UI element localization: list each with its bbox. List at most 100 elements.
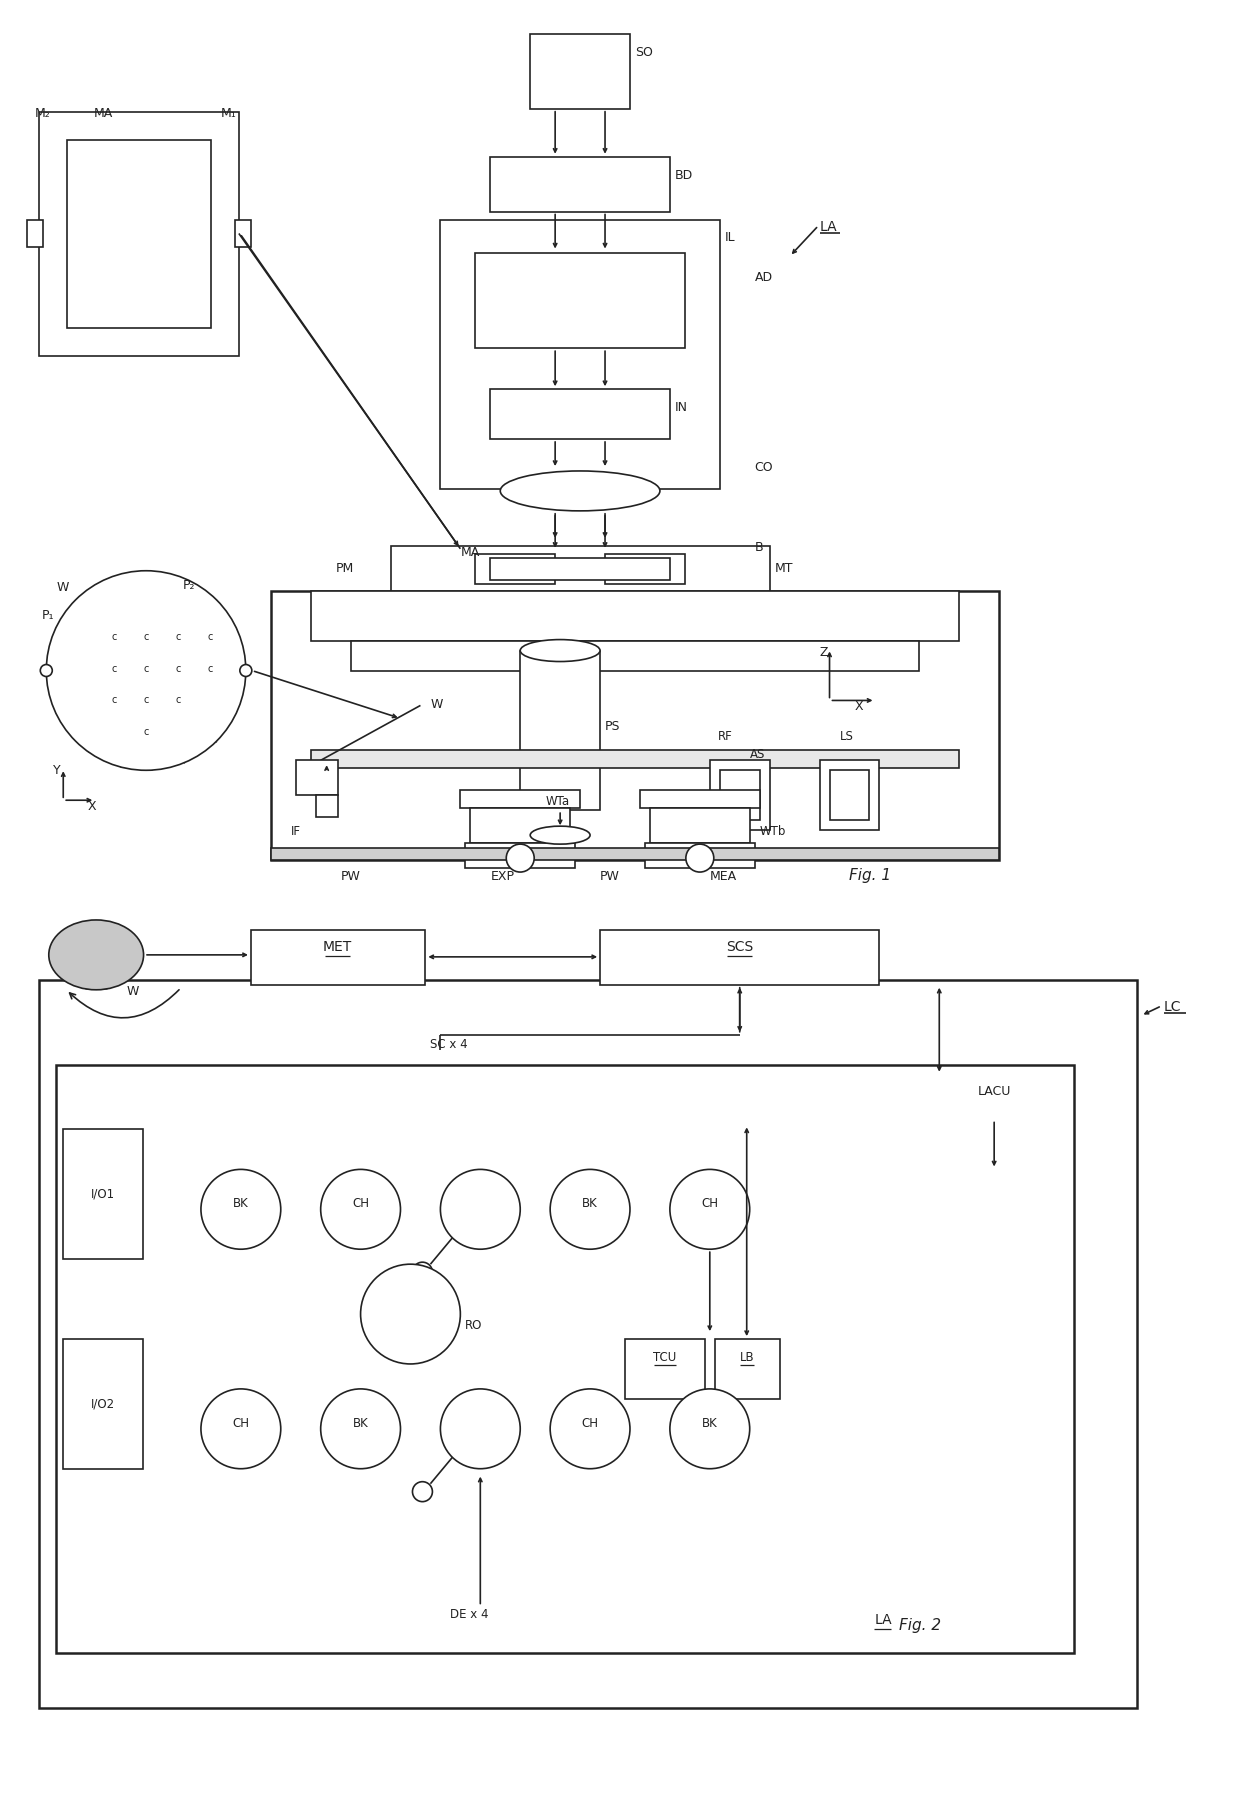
Text: c: c	[175, 663, 181, 674]
Text: X: X	[87, 801, 95, 814]
Bar	[490, 559, 670, 580]
Bar	[311, 591, 960, 641]
Ellipse shape	[48, 920, 144, 990]
Circle shape	[413, 1482, 433, 1501]
Text: MT: MT	[775, 562, 794, 575]
Text: IL: IL	[724, 232, 735, 244]
Bar	[719, 770, 760, 821]
Text: Z: Z	[820, 645, 828, 659]
Text: LC: LC	[1164, 1000, 1182, 1013]
Bar	[67, 140, 211, 329]
Text: LACU: LACU	[977, 1085, 1011, 1097]
Text: AD: AD	[755, 271, 773, 284]
Text: PS: PS	[605, 720, 620, 733]
Bar	[600, 930, 879, 984]
Text: I/O1: I/O1	[91, 1187, 115, 1202]
Text: M₁: M₁	[221, 106, 237, 120]
Bar	[939, 1074, 1049, 1119]
Circle shape	[686, 844, 714, 873]
Text: BK: BK	[352, 1417, 368, 1430]
Text: CH: CH	[352, 1198, 370, 1211]
Circle shape	[670, 1388, 750, 1469]
Text: Fig. 2: Fig. 2	[899, 1618, 941, 1633]
Bar	[40, 981, 1137, 1708]
Circle shape	[551, 1388, 630, 1469]
Bar	[234, 219, 250, 248]
Text: LS: LS	[839, 731, 853, 744]
Bar	[475, 553, 556, 584]
Text: IF: IF	[290, 824, 301, 839]
Text: BK: BK	[233, 1198, 249, 1211]
Bar	[640, 790, 760, 808]
Bar	[460, 790, 580, 808]
Bar	[63, 1130, 143, 1259]
Circle shape	[321, 1388, 401, 1469]
Text: W: W	[126, 984, 139, 999]
Ellipse shape	[521, 639, 600, 661]
Bar	[56, 1065, 1074, 1654]
Text: PW: PW	[600, 869, 620, 884]
Text: SO: SO	[635, 47, 652, 59]
Text: W: W	[56, 580, 68, 594]
Text: WTa: WTa	[546, 796, 569, 808]
Text: c: c	[144, 632, 149, 641]
Text: LB: LB	[739, 1351, 754, 1363]
Text: BD: BD	[675, 169, 693, 181]
Text: c: c	[207, 632, 212, 641]
Circle shape	[46, 571, 246, 770]
Bar	[521, 650, 600, 810]
Text: c: c	[112, 695, 117, 706]
Bar	[714, 1340, 780, 1399]
Bar	[490, 390, 670, 438]
Text: TCU: TCU	[653, 1351, 677, 1363]
Ellipse shape	[531, 826, 590, 844]
Text: W: W	[430, 699, 443, 711]
Ellipse shape	[500, 471, 660, 510]
Bar	[391, 546, 770, 594]
Circle shape	[413, 1263, 433, 1282]
Circle shape	[201, 1169, 280, 1250]
Text: B: B	[755, 541, 764, 553]
Text: MEA: MEA	[709, 869, 737, 884]
Bar	[830, 770, 869, 821]
Text: I/O2: I/O2	[91, 1397, 115, 1410]
Circle shape	[201, 1388, 280, 1469]
Circle shape	[670, 1169, 750, 1250]
Text: BK: BK	[702, 1417, 718, 1430]
Text: PW: PW	[341, 869, 361, 884]
Circle shape	[506, 844, 534, 873]
Text: c: c	[175, 632, 181, 641]
Bar	[650, 808, 750, 842]
Text: c: c	[144, 663, 149, 674]
Bar	[531, 34, 630, 110]
Text: WTb: WTb	[760, 824, 786, 839]
Circle shape	[239, 665, 252, 677]
Text: MA: MA	[94, 106, 113, 120]
Text: RO: RO	[465, 1318, 482, 1333]
Bar	[250, 930, 425, 984]
Bar	[63, 1340, 143, 1469]
Text: MA: MA	[460, 546, 480, 559]
Text: P₂: P₂	[184, 578, 196, 591]
Text: LA: LA	[820, 219, 837, 233]
Text: SCS: SCS	[727, 939, 754, 954]
Text: MET: MET	[322, 939, 352, 954]
Bar	[316, 796, 337, 817]
Bar	[270, 848, 999, 860]
Text: LA: LA	[874, 1613, 892, 1627]
Text: PM: PM	[336, 562, 353, 575]
Text: CH: CH	[232, 1417, 249, 1430]
Bar	[351, 641, 919, 670]
Text: Y: Y	[53, 765, 61, 778]
Text: M₂: M₂	[35, 106, 50, 120]
Text: RF: RF	[718, 731, 733, 744]
Bar	[709, 760, 770, 830]
Text: X: X	[854, 700, 863, 713]
Bar	[470, 808, 570, 842]
Text: EXP: EXP	[490, 869, 515, 884]
Text: CH: CH	[582, 1417, 599, 1430]
Bar	[440, 219, 719, 489]
Bar	[40, 111, 239, 356]
Bar	[625, 1340, 704, 1399]
Circle shape	[551, 1169, 630, 1250]
